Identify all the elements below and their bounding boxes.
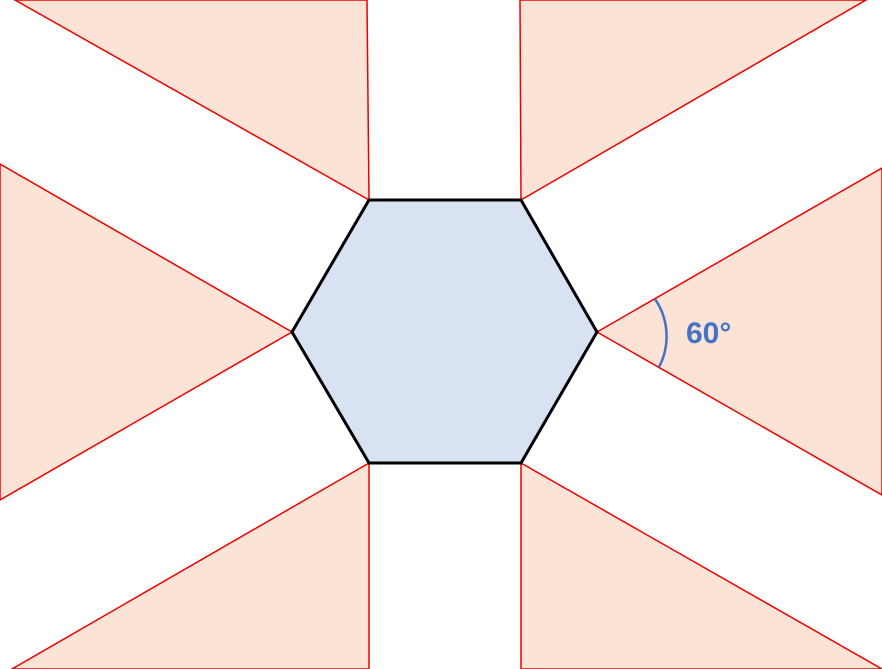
wedge-bottom-right xyxy=(520,461,882,669)
wedge-top-right xyxy=(519,0,868,202)
angle-annotation: 60° xyxy=(653,298,731,368)
wedge-left xyxy=(0,163,294,501)
wedge-bottom-left xyxy=(10,461,370,669)
wedge-right xyxy=(595,167,882,496)
angle-label: 60° xyxy=(686,317,731,350)
angle-arc xyxy=(653,298,668,368)
hexagon xyxy=(290,198,599,465)
wedge-top-left xyxy=(13,0,370,202)
